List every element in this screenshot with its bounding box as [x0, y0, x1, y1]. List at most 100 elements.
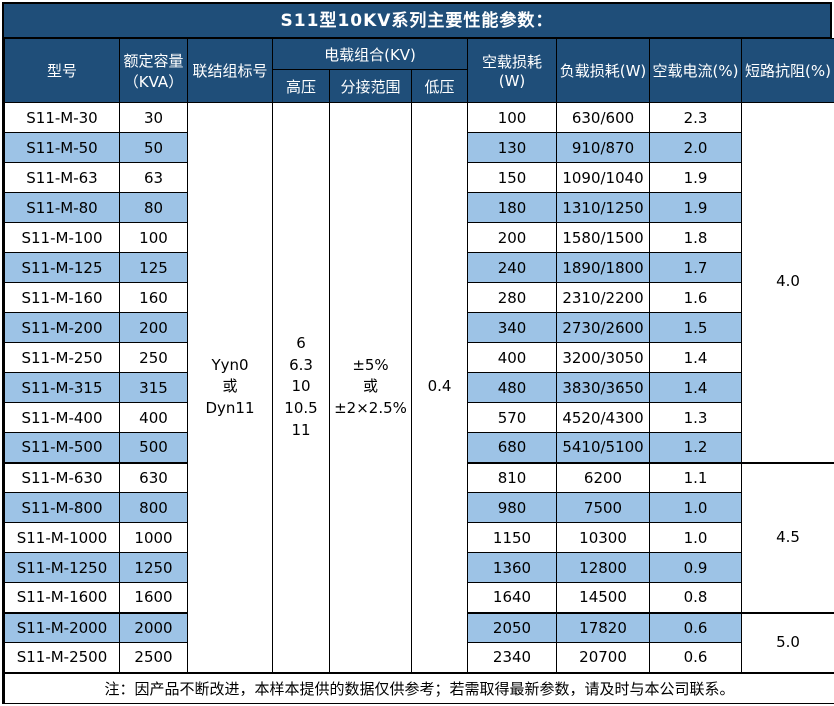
- cell-model: S11-M-630: [4, 461, 120, 493]
- cell-connection-group: Yyn0 或 Dyn11: [187, 102, 273, 673]
- table-row: S11-M-800 800 980 7500 1.0: [4, 492, 834, 523]
- cell-capacity: 250: [119, 342, 188, 373]
- col-header-lv: 低压: [410, 69, 469, 103]
- cell-no-load-current: 0.6: [649, 611, 743, 643]
- cell-model: S11-M-80: [4, 192, 120, 223]
- cell-capacity: 100: [119, 222, 188, 253]
- table-row: S11-M-250 250 400 3200/3050 1.4: [4, 342, 834, 373]
- cell-no-load-loss: 200: [467, 222, 558, 253]
- cell-capacity: 1000: [119, 522, 188, 553]
- col-header-tap: 分接范围: [329, 69, 412, 103]
- cell-no-load-loss: 1640: [467, 582, 558, 613]
- cell-load-loss: 630/600: [556, 102, 651, 133]
- cell-load-loss: 2310/2200: [556, 282, 651, 313]
- cell-no-load-current: 0.8: [649, 582, 743, 613]
- cell-no-load-loss: 100: [467, 102, 558, 133]
- cell-no-load-loss: 680: [467, 432, 558, 463]
- cell-no-load-current: 0.9: [649, 552, 743, 583]
- cell-no-load-current: 1.4: [649, 342, 743, 373]
- cell-no-load-loss: 150: [467, 162, 558, 193]
- cell-no-load-loss: 240: [467, 252, 558, 283]
- cell-no-load-loss: 2050: [467, 611, 558, 643]
- cell-no-load-current: 1.9: [649, 162, 743, 193]
- table-row: S11-M-100 100 200 1580/1500 1.8: [4, 222, 834, 253]
- cell-low-voltage: 0.4: [410, 102, 469, 673]
- cell-load-loss: 3200/3050: [556, 342, 651, 373]
- table-row: S11-M-63 63 150 1090/1040 1.9: [4, 162, 834, 193]
- cell-no-load-current: 1.6: [649, 282, 743, 313]
- cell-capacity: 1600: [119, 582, 188, 613]
- capacity-label-line2: （KVA）: [123, 72, 184, 91]
- cell-no-load-current: 1.5: [649, 312, 743, 343]
- cell-load-loss: 10300: [556, 522, 651, 553]
- cell-no-load-loss: 980: [467, 492, 558, 523]
- note-row: 注：因产品不断改进，本样本提供的数据仅供参考；若需取得最新参数，请及时与本公司联…: [3, 671, 834, 704]
- table-row: S11-M-2000 2000 2050 17820 0.6 5.0: [4, 611, 834, 673]
- table-header: 型号 额定容量 （KVA） 联结组标号 电载组合(KV) 空载损耗(W) 负载损耗…: [4, 38, 834, 103]
- cell-impedance: 4.5: [741, 461, 834, 613]
- col-header-no-load-loss: 空载损耗(W): [467, 38, 558, 103]
- table-row: S11-M-200 200 340 2730/2600 1.5: [4, 312, 834, 343]
- table-row: S11-M-30 30 Yyn0 或 Dyn11 6 6.3 10 10.5 11 ±5% 或 ±2×2…: [4, 102, 834, 673]
- cell-no-load-loss: 340: [467, 312, 558, 343]
- cell-no-load-current: 1.1: [649, 461, 743, 493]
- cell-load-loss: 1090/1040: [556, 162, 651, 193]
- table-row: S11-M-500 500 680 5410/5100 1.2: [4, 432, 834, 463]
- cell-capacity: 50: [119, 132, 188, 163]
- cell-capacity: 400: [119, 402, 188, 433]
- cell-no-load-loss: 1150: [467, 522, 558, 553]
- table-row: S11-M-1250 1250 1360 12800 0.9: [4, 552, 834, 583]
- cell-no-load-loss: 130: [467, 132, 558, 163]
- cell-load-loss: 4520/4300: [556, 402, 651, 433]
- cell-no-load-current: 0.6: [649, 642, 743, 673]
- cell-load-loss: 14500: [556, 582, 651, 613]
- cell-capacity: 630: [119, 461, 188, 493]
- page-title: S11型10KV系列主要性能参数：: [4, 4, 830, 38]
- col-header-capacity: 额定容量 （KVA）: [119, 38, 188, 103]
- cell-no-load-current: 1.0: [649, 522, 743, 553]
- table-row: S11-M-50 50 130 910/870 2.0: [4, 132, 834, 163]
- spec-table: 型号 额定容量 （KVA） 联结组标号 电载组合(KV) 空载损耗(W) 负载损耗…: [3, 38, 834, 704]
- cell-model: S11-M-250: [4, 342, 120, 373]
- cell-no-load-current: 1.9: [649, 192, 743, 223]
- cell-no-load-loss: 810: [467, 461, 558, 493]
- cell-capacity: 160: [119, 282, 188, 313]
- cell-no-load-loss: 570: [467, 402, 558, 433]
- cell-model: S11-M-100: [4, 222, 120, 253]
- cell-load-loss: 12800: [556, 552, 651, 583]
- cell-capacity: 125: [119, 252, 188, 283]
- cell-model: S11-M-125: [4, 252, 120, 283]
- cell-load-loss: 5410/5100: [556, 432, 651, 463]
- col-header-load-loss: 负载损耗(W): [556, 38, 651, 103]
- table-row: S11-M-400 400 570 4520/4300 1.3: [4, 402, 834, 433]
- cell-tap-range: ±5% 或 ±2×2.5%: [329, 102, 412, 673]
- table-row: S11-M-160 160 280 2310/2200 1.6: [4, 282, 834, 313]
- col-header-voltage-group: 电载组合(KV): [271, 38, 469, 70]
- col-header-hv: 高压: [272, 69, 330, 103]
- cell-capacity: 200: [119, 312, 188, 343]
- cell-load-loss: 7500: [556, 492, 651, 523]
- cell-model: S11-M-30: [4, 102, 120, 133]
- cell-load-loss: 20700: [556, 642, 651, 673]
- cell-load-loss: 1890/1800: [556, 252, 651, 283]
- cell-capacity: 30: [119, 102, 188, 133]
- cell-no-load-current: 1.7: [649, 252, 743, 283]
- cell-impedance: 5.0: [741, 611, 834, 673]
- table-footer: 注：因产品不断改进，本样本提供的数据仅供参考；若需取得最新参数，请及时与本公司联…: [3, 671, 834, 704]
- table-row: S11-M-80 80 180 1310/1250 1.9: [4, 192, 834, 223]
- table-row: S11-M-125 125 240 1890/1800 1.7: [4, 252, 834, 283]
- col-header-impedance: 短路抗阻(%): [741, 38, 834, 103]
- cell-no-load-current: 2.3: [649, 102, 743, 133]
- cell-model: S11-M-315: [4, 372, 120, 403]
- col-header-no-load-current: 空载电流(%): [649, 38, 743, 103]
- cell-load-loss: 910/870: [556, 132, 651, 163]
- cell-capacity: 2000: [119, 611, 188, 643]
- table-row: S11-M-2500 2500 2340 20700 0.6: [4, 642, 834, 673]
- cell-model: S11-M-500: [4, 432, 120, 463]
- table-row: S11-M-1000 1000 1150 10300 1.0: [4, 522, 834, 553]
- col-header-model: 型号: [4, 38, 120, 103]
- cell-model: S11-M-160: [4, 282, 120, 313]
- cell-load-loss: 1310/1250: [556, 192, 651, 223]
- cell-model: S11-M-2000: [4, 611, 120, 643]
